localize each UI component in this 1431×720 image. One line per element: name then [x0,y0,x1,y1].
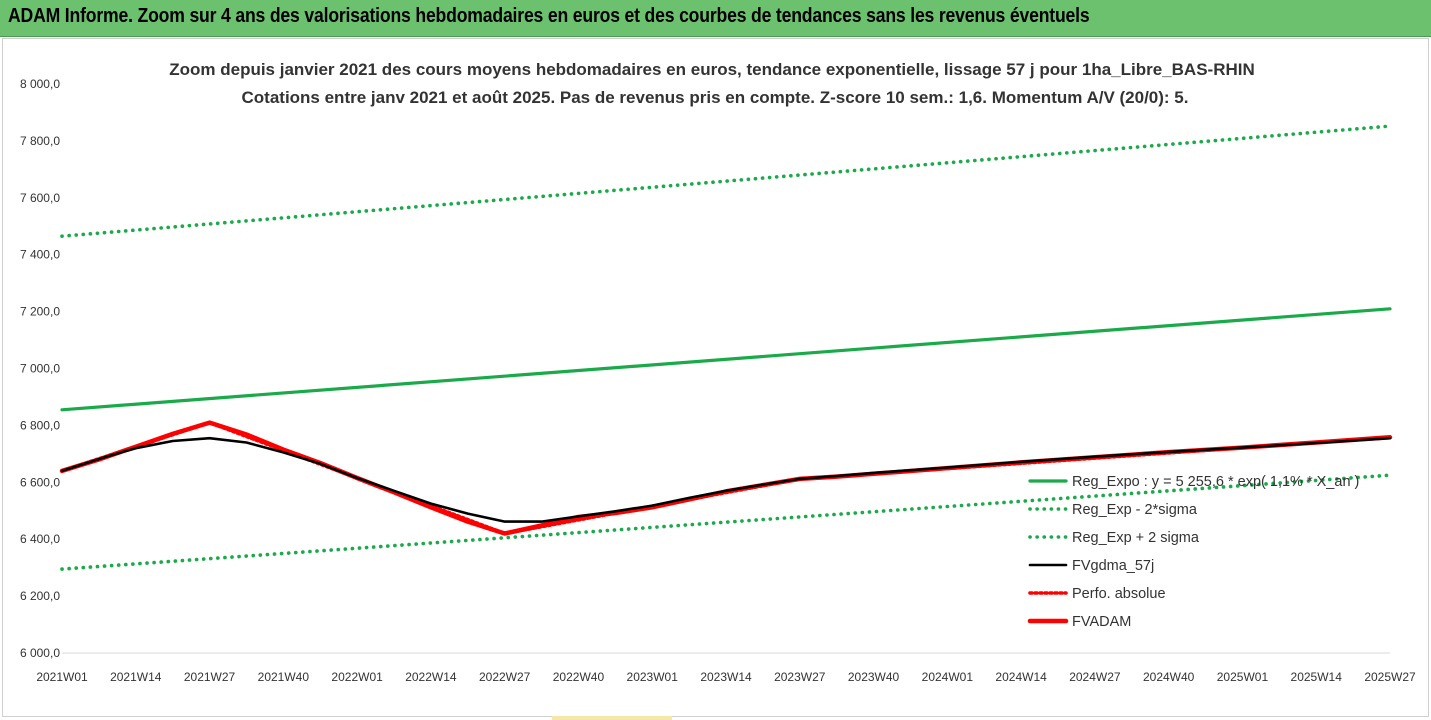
x-tick-label: 2025W01 [1217,670,1269,684]
x-tick-label: 2021W27 [184,670,236,684]
x-tick-label: 2023W14 [700,670,752,684]
x-tick-label: 2022W01 [331,670,383,684]
series-line-3 [60,436,1392,523]
chart-title: Zoom depuis janvier 2021 des cours moyen… [169,60,1255,79]
x-tick-label: 2023W01 [627,670,679,684]
x-tick-label: 2022W40 [553,670,605,684]
legend-label: Reg_Expo : y = 5 255,6 * exp( 1,1% * X_a… [1072,474,1359,490]
y-tick-label: 6 800,0 [20,418,60,432]
x-tick-label: 2024W01 [922,670,974,684]
report-banner: ADAM Informe. Zoom sur 4 ans des valoris… [0,0,1431,37]
x-tick-label: 2024W27 [1069,670,1121,684]
legend-label: Reg_Exp - 2*sigma [1072,502,1198,518]
y-tick-label: 6 000,0 [20,646,60,660]
y-tick-label: 6 600,0 [20,475,60,489]
legend-label: Reg_Exp + 2 sigma [1072,530,1200,546]
x-tick-label: 2021W01 [36,670,88,684]
y-tick-label: 7 000,0 [20,362,60,376]
y-tick-label: 7 400,0 [20,248,60,262]
x-tick-label: 2021W14 [110,670,162,684]
legend-label: FVgdma_57j [1072,558,1154,574]
x-tick-label: 2024W14 [995,670,1047,684]
y-tick-label: 7 800,0 [20,134,60,148]
plot-area [59,124,1393,571]
y-tick-label: 7 600,0 [20,191,60,205]
series-line-2 [60,124,1392,238]
legend-label: Perfo. absolue [1072,586,1166,602]
x-axis: 2021W01 2021W14 2021W27 2021W40 2022W01 2022W… [36,670,1416,684]
x-tick-label: 2023W27 [774,670,826,684]
chart-subtitle: Cotations entre janv 2021 et août 2025. … [242,88,1189,107]
y-tick-label: 6 200,0 [20,589,60,603]
y-tick-label: 7 200,0 [20,305,60,319]
x-tick-label: 2024W40 [1143,670,1195,684]
y-tick-label: 6 400,0 [20,532,60,546]
x-tick-label: 2025W27 [1364,670,1416,684]
y-axis: 8 000,0 7 800,0 7 600,0 7 400,0 7 200,0 7 000… [20,77,60,660]
y-tick-label: 8 000,0 [20,77,60,91]
legend-label: FVADAM [1072,614,1131,630]
bottom-accent [552,716,672,720]
chart-frame [2,38,1429,717]
x-tick-label: 2025W14 [1291,670,1343,684]
series-line-0 [60,307,1392,412]
x-tick-label: 2023W40 [848,670,900,684]
x-tick-label: 2022W27 [479,670,531,684]
report-title: ADAM Informe. Zoom sur 4 ans des valoris… [8,5,1090,27]
legend: Reg_Expo : y = 5 255,6 * exp( 1,1% * X_a… [1027,474,1359,630]
x-tick-label: 2021W40 [258,670,310,684]
series-line-1 [60,473,1392,571]
x-tick-label: 2022W14 [405,670,457,684]
